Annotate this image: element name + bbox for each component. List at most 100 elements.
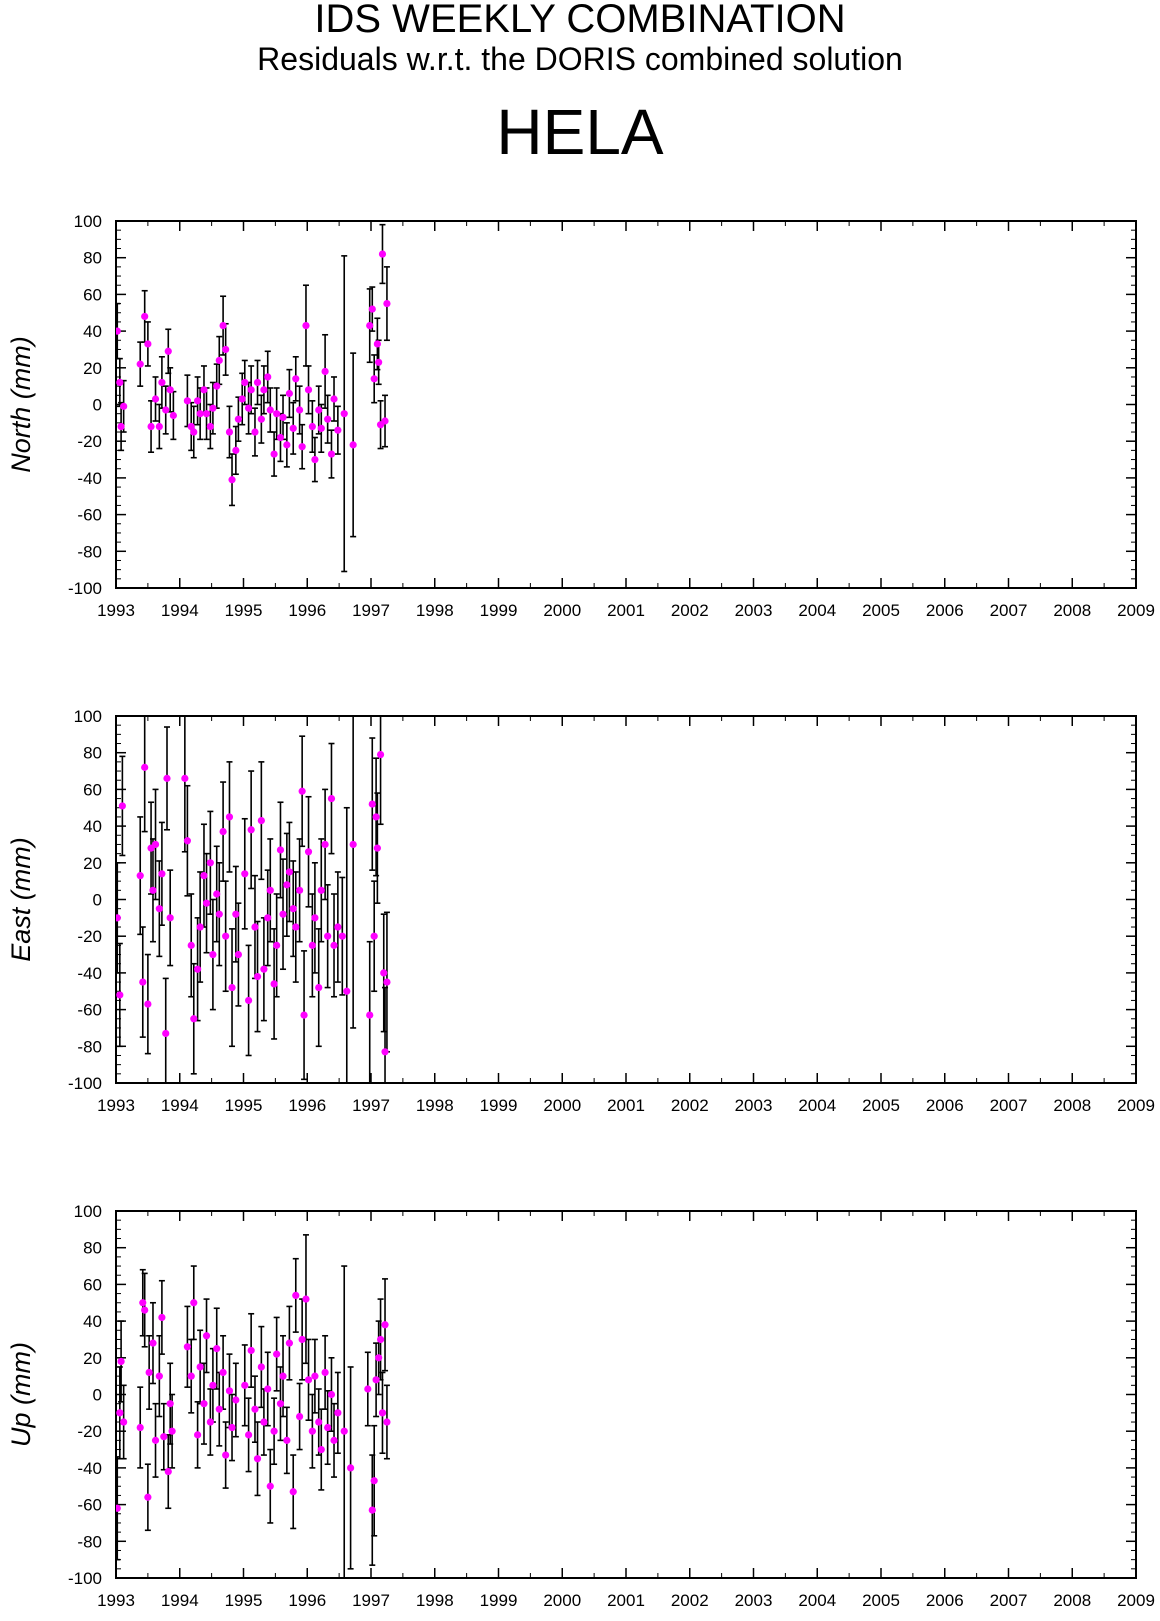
data-point [383, 1418, 391, 1426]
panel-east: 1993 1994 1995 1996 1997 1998 1999 2000 2001 2002… [6, 707, 1155, 1115]
data-point [304, 1376, 313, 1384]
data-point [116, 1504, 121, 1512]
data-point [327, 1390, 336, 1399]
data-point [298, 787, 306, 795]
data-point [296, 886, 304, 894]
data-point [169, 411, 177, 420]
data-point [194, 397, 202, 405]
data-point [194, 1431, 202, 1439]
y-tick-label: 40 [83, 817, 102, 836]
data-point [160, 1433, 168, 1441]
data-point [378, 250, 387, 258]
y-tick-label: 20 [83, 854, 102, 873]
data-point [225, 428, 234, 436]
x-tick-label: 2000 [543, 1096, 581, 1115]
data-point [283, 881, 291, 889]
data-point [158, 378, 166, 387]
data-point [308, 422, 316, 431]
data-point [241, 870, 249, 878]
data-point [228, 983, 236, 992]
data-point [266, 886, 274, 894]
data-point [378, 1409, 387, 1417]
y-tick-label: -80 [77, 1532, 102, 1551]
data-point [383, 299, 391, 308]
data-point [238, 395, 246, 403]
x-tick-label: 2008 [1053, 1096, 1091, 1115]
x-tick-label: 1994 [161, 601, 199, 620]
x-tick-label: 1994 [161, 1591, 199, 1610]
data-point [324, 932, 332, 940]
data-point [187, 941, 195, 949]
data-point [381, 1048, 389, 1056]
data-point [247, 826, 255, 834]
data-point [321, 1368, 329, 1377]
x-tick-label: 2007 [990, 1096, 1028, 1115]
data-point [215, 356, 223, 365]
data-point [330, 1436, 338, 1444]
data-point [273, 1350, 281, 1358]
data-point [383, 978, 391, 986]
data-point [298, 1335, 306, 1344]
data-point [276, 433, 285, 442]
data-point [232, 1396, 240, 1404]
data-point [296, 406, 304, 414]
x-tick-label: 1998 [416, 1096, 454, 1115]
data-point [324, 415, 332, 423]
y-tick-label: 80 [83, 744, 102, 763]
data-point [241, 1381, 249, 1389]
x-tick-label: 1997 [352, 1096, 390, 1115]
x-tick-label: 1993 [97, 601, 135, 620]
data-point [260, 965, 268, 973]
data-point [253, 1455, 262, 1463]
data-point [215, 1405, 223, 1413]
y-tick-label: 100 [74, 707, 102, 726]
plot-frame-east [115, 715, 1137, 1084]
x-tick-label: 2002 [671, 1096, 709, 1115]
data-point [375, 1354, 383, 1362]
y-tick-label: 40 [83, 1312, 102, 1331]
data-point [166, 386, 174, 394]
data-point [144, 340, 152, 348]
data-point [206, 1418, 214, 1426]
data-point [155, 905, 163, 913]
data-point [141, 1306, 149, 1314]
data-point [247, 386, 255, 394]
data-point [302, 1295, 310, 1303]
data-point [116, 914, 121, 922]
data-point [349, 441, 357, 449]
data-point [260, 1418, 268, 1426]
y-tick-label: -60 [77, 1001, 102, 1020]
y-axis-label-north: North (mm) [6, 336, 36, 473]
data-point [380, 969, 388, 977]
data-point [116, 327, 121, 335]
data-point [155, 422, 163, 431]
data-point [144, 1493, 152, 1501]
x-tick-label: 2004 [798, 1591, 836, 1610]
data-point [136, 360, 144, 368]
data-point [264, 914, 272, 922]
data-point [251, 428, 259, 436]
data-point [183, 397, 191, 405]
x-tick-label: 1995 [225, 601, 263, 620]
data-point [340, 410, 348, 418]
data-point [311, 914, 319, 922]
panel-up: 1993 1994 1995 1996 1997 1998 1999 2000 2001 2002… [6, 1202, 1155, 1610]
data-point [257, 1363, 265, 1371]
data-point [266, 406, 274, 414]
data-point [334, 1409, 342, 1417]
data-point [373, 844, 381, 852]
data-point [200, 872, 208, 880]
data-point [145, 1368, 153, 1377]
data-point [187, 1372, 195, 1380]
data-point [196, 410, 204, 418]
data-point [118, 802, 126, 810]
x-tick-label: 2009 [1117, 1591, 1155, 1610]
data-point [147, 422, 155, 431]
data-point [206, 859, 214, 867]
data-point [253, 972, 262, 981]
data-point [349, 840, 357, 849]
data-point [151, 395, 160, 403]
data-point [151, 840, 160, 849]
data-point [158, 1313, 166, 1322]
data-point [376, 750, 385, 759]
